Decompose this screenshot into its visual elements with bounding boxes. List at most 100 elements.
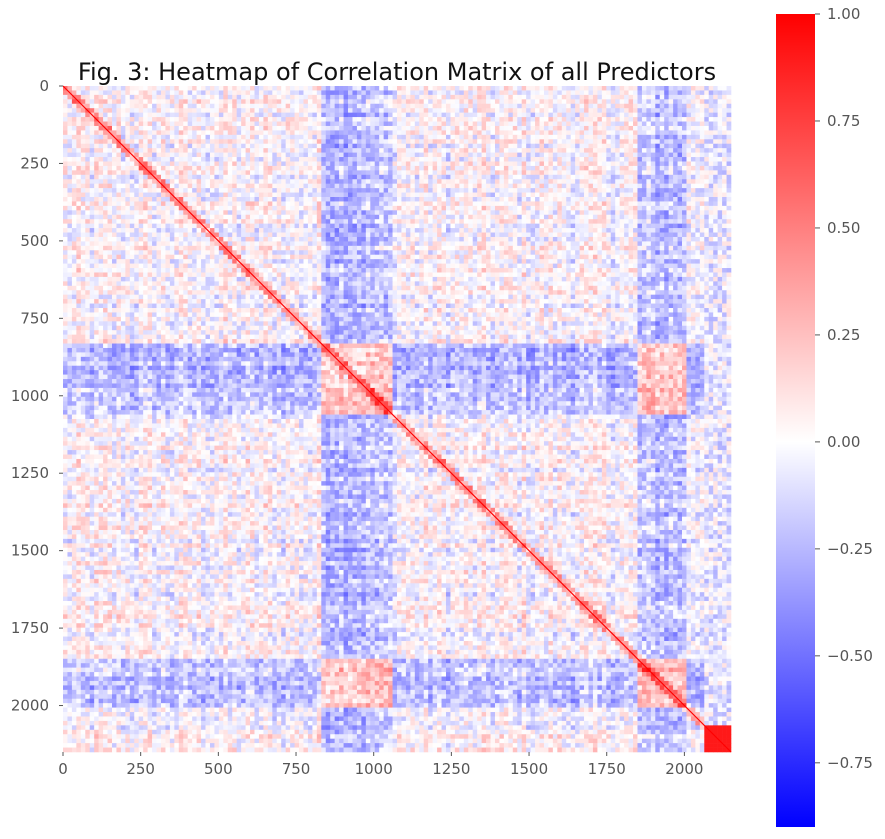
heatmap-cell [495,95,500,100]
heatmap-cell [90,95,95,100]
heatmap-cell [464,175,469,180]
heatmap-cell [379,157,384,162]
heatmap-cell [366,148,371,153]
heatmap-cell [303,188,308,193]
heatmap-cell [455,144,460,149]
heatmap-cell [517,228,522,233]
heatmap-cell [499,86,504,91]
heatmap-cell [727,184,732,189]
heatmap-cell [317,144,322,149]
heatmap-cell [686,206,691,211]
heatmap-cell [664,193,669,198]
heatmap-cell [718,126,723,131]
heatmap-cell [642,135,647,140]
heatmap-cell [597,144,602,149]
heatmap-cell [419,215,424,220]
heatmap-cell [228,233,233,238]
heatmap-cell [660,135,665,140]
heatmap-cell [125,157,130,162]
heatmap-cell [161,99,166,104]
heatmap-cell [718,139,723,144]
heatmap-cell [197,108,202,113]
heatmap-cell [624,139,629,144]
heatmap-cell [535,215,540,220]
heatmap-cell [691,201,696,206]
heatmap-cell [678,166,683,171]
heatmap-cell [241,206,246,211]
heatmap-cell [597,210,602,215]
heatmap-cell [660,144,665,149]
heatmap-cell [326,113,331,118]
heatmap-cell [232,166,237,171]
heatmap-cell [433,130,438,135]
heatmap-cell [584,153,589,158]
heatmap-cell [339,108,344,113]
heatmap-cell [597,179,602,184]
heatmap-cell [695,144,700,149]
heatmap-cell [263,144,268,149]
heatmap-cell [664,201,669,206]
heatmap-cell [624,86,629,91]
heatmap-cell [388,166,393,171]
heatmap-cell [232,215,237,220]
heatmap-cell [321,228,326,233]
heatmap-cell [678,170,683,175]
heatmap-cell [317,90,322,95]
heatmap-cell [139,135,144,140]
heatmap-cell [375,201,380,206]
heatmap-cell [121,126,126,131]
heatmap-cell [700,126,705,131]
heatmap-cell [277,135,282,140]
heatmap-cell [455,197,460,202]
heatmap-cell [384,108,389,113]
heatmap-cell [588,228,593,233]
heatmap-cell [646,104,651,109]
heatmap-cell [428,193,433,198]
heatmap-cell [348,170,353,175]
heatmap-cell [67,210,72,215]
heatmap-cell [473,148,478,153]
heatmap-cell [63,184,68,189]
heatmap-cell [308,157,313,162]
heatmap-cell [700,113,705,118]
heatmap-cell [330,130,335,135]
heatmap-cell [379,135,384,140]
heatmap-cell [410,135,415,140]
heatmap-cell [250,215,255,220]
heatmap-cell [223,95,228,100]
heatmap-cell [415,130,420,135]
heatmap-cell [468,161,473,166]
heatmap-cell [188,130,193,135]
heatmap-cell [139,170,144,175]
heatmap-cell [446,157,451,162]
heatmap-cell [290,130,295,135]
heatmap-cell [357,148,362,153]
heatmap-cell [620,126,625,131]
heatmap-cell [557,193,562,198]
heatmap-cell [237,86,242,91]
heatmap-cell [277,188,282,193]
heatmap-cell [584,95,589,100]
heatmap-cell [508,144,513,149]
heatmap-cell [290,153,295,158]
heatmap-cell [424,206,429,211]
heatmap-cell [143,90,148,95]
heatmap-cell [366,201,371,206]
heatmap-cell [130,210,135,215]
heatmap-cell [379,210,384,215]
heatmap-cell [237,148,242,153]
heatmap-cell [691,148,696,153]
heatmap-cell [437,144,442,149]
heatmap-cell [442,193,447,198]
heatmap-cell [139,86,144,91]
heatmap-cell [513,224,518,229]
heatmap-cell [165,130,170,135]
heatmap-cell [90,175,95,180]
heatmap-cell [575,90,580,95]
heatmap-cell [406,215,411,220]
heatmap-cell [157,99,162,104]
heatmap-cell [321,122,326,127]
heatmap-cell [486,161,491,166]
heatmap-cell [446,90,451,95]
heatmap-cell [495,144,500,149]
